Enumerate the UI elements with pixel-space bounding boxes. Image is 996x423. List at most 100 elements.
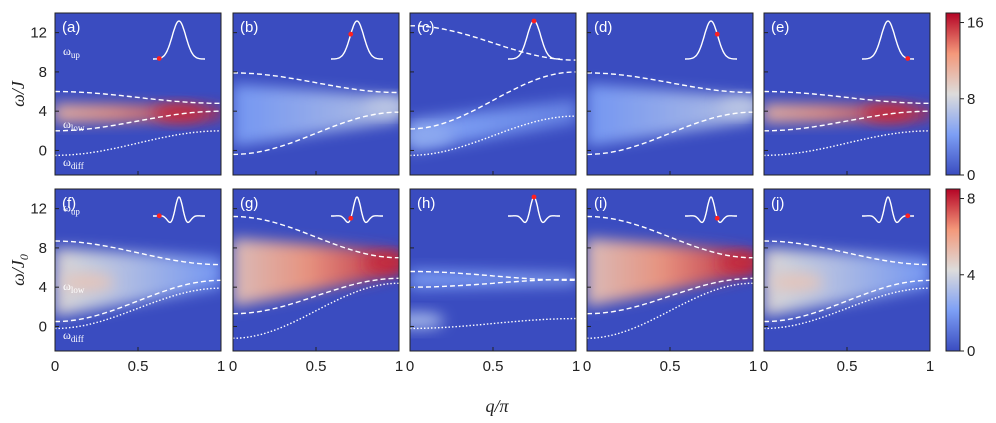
heatmap-cell [199,256,209,291]
heatmap-cell [259,240,269,301]
heatmap-cell [703,247,713,284]
x-tick-label: 1 [217,358,225,375]
inset-marker [348,31,354,37]
heatmap-cell [450,270,460,288]
heatmap-hotspot [410,312,445,329]
heatmap-cell [669,90,678,134]
heatmap-cell [349,247,359,284]
y-tick-label: 12 [30,25,47,42]
heatmap-cell [873,254,883,297]
inset-marker [531,194,537,200]
heatmap-cell [689,92,699,131]
heatmap-cell [485,271,494,287]
heatmap-cell [192,256,202,292]
heatmap-cell [894,255,904,293]
panel-j: (j) 0 0.5 1 [760,188,934,375]
inset-profile [331,20,383,60]
heatmap-band [233,238,399,307]
heatmap-cell [662,244,671,292]
heatmap-cell [613,240,623,301]
x-tick-label: 0 [229,358,237,375]
x-tick-label: 0.5 [837,358,858,375]
omega-low-curve [587,277,753,315]
heatmap-cell [342,246,352,285]
inset-profile [862,196,914,224]
inset-marker [348,215,354,221]
heatmap-cell [280,242,290,297]
colorbar-tick-label: 0 [967,343,975,360]
heatmap-cell [422,270,432,289]
heatmap-cell [641,242,651,296]
omega-diff-curve [764,287,930,330]
x-tick-label: 0 [51,358,59,375]
heatmap-cell [764,103,772,123]
heatmap-cell [321,91,331,133]
heatmap-cell [710,94,720,127]
y-tick-label: 0 [39,318,47,335]
omega-diff-curve [410,115,576,157]
inset-profile [153,196,205,224]
heatmap-cell [512,106,522,134]
inset-profile [685,20,737,60]
panel-c: (c) [409,12,577,176]
inset-marker [714,31,720,37]
heatmap-cell [512,272,522,286]
band-label-low: ωlow [63,117,85,133]
x-tick-label: 0 [406,358,414,375]
omega-low-curve [764,110,930,132]
heatmap-cell [109,251,119,307]
panel-label: (j) [771,195,784,212]
heatmap-cell [505,272,515,287]
heatmap-cell [606,85,616,143]
heatmap-cell [213,107,221,120]
omega-low-curve [764,279,930,323]
heatmap-hotspot [862,105,915,122]
heatmap-cell [171,255,181,296]
heatmap-cell [655,89,665,136]
heatmap-cell [273,87,283,140]
omega-up-curve [233,215,399,259]
omega-up-curve [587,215,753,259]
colorbar-tick-label: 8 [967,91,975,108]
inset-marker [156,213,162,219]
heatmap-cell [880,255,890,296]
heatmap-cell [308,244,317,292]
heatmap-cell [206,107,216,120]
heatmap-cell [157,254,167,298]
heatmap-cell [783,103,793,123]
heatmap-cell [436,270,446,289]
heatmap-cell [450,114,460,144]
heatmap-cell [457,113,467,143]
heatmap-cell [592,238,602,305]
x-tick-label: 1 [749,358,757,375]
heatmap-cell [238,84,248,145]
heatmap-cell [825,251,835,305]
heatmap-cell [710,247,720,282]
heatmap-cell [561,100,571,125]
heatmap-cell [492,272,501,287]
panel-g: (g) 0 0.5 1 [229,188,403,375]
panel-label: (f) [62,195,76,212]
heatmap-cell [478,110,488,139]
omega-low-curve [410,71,576,130]
heatmap-cell [498,272,508,287]
heatmap-cell [342,93,352,129]
heatmap-cell [95,104,105,122]
heatmap-cell [150,253,160,299]
heatmap-cell [859,253,869,299]
heatmap-cell [55,103,63,123]
heatmap-cell [280,87,290,139]
heatmap-cell [266,241,276,300]
colorbar-tick-label: 8 [967,191,975,208]
x-tick-label: 0.5 [483,358,504,375]
heatmap-background [55,13,221,175]
x-tick-label: 0.5 [660,358,681,375]
heatmap-cell [410,269,418,290]
heatmap-cell [790,104,800,123]
heatmap-cell [233,238,241,307]
heatmap-cell [764,248,772,317]
heatmap-cell [797,104,807,123]
heatmap-cell [464,271,474,288]
heatmap-cell [852,253,862,301]
